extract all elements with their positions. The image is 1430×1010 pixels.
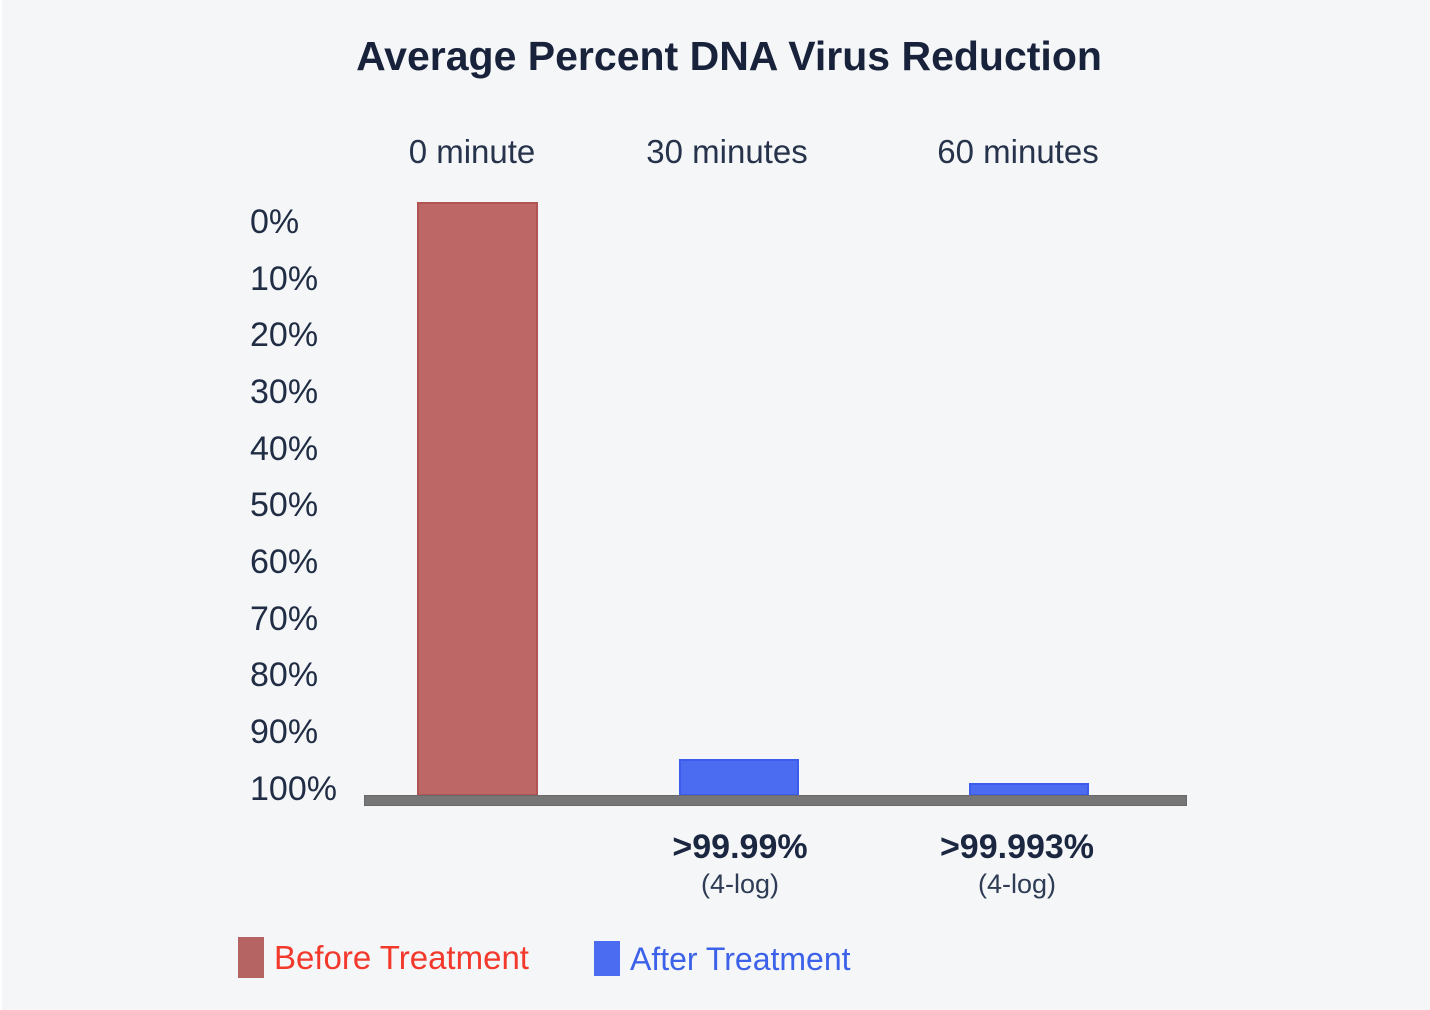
reduction-value-30-minutes: >99.99% <box>672 828 808 866</box>
legend-swatch-after-treatment <box>594 941 620 976</box>
y-axis-tick-50: 50% <box>250 486 319 524</box>
log-reduction-label-60-minutes: (4-log) <box>977 869 1057 899</box>
legend-label-after-treatment: After Treatment <box>630 941 851 977</box>
y-axis-tick-0: 0% <box>250 203 300 241</box>
y-axis-tick-40: 40% <box>250 430 319 468</box>
y-axis-tick-100: 100% <box>250 770 337 808</box>
bar-after-treatment-30-minutes <box>679 759 799 796</box>
log-reduction-label-30-minutes: (4-log) <box>700 869 780 899</box>
y-axis-tick-80: 80% <box>250 656 319 694</box>
y-axis-tick-10: 10% <box>250 260 319 298</box>
column-header-30-minutes: 30 minutes <box>646 133 808 170</box>
bar-label-group-30-minutes: >99.99% (4-log) <box>672 827 807 901</box>
x-axis-line <box>364 795 1187 806</box>
bar-label-group-60-minutes: >99.993% (4-log) <box>940 827 1094 901</box>
column-header-0-minute: 0 minute <box>408 133 536 170</box>
legend-label-before-treatment: Before Treatment <box>274 939 529 976</box>
y-axis-tick-30: 30% <box>250 373 319 411</box>
reduction-value-60-minutes: >99.993% <box>939 828 1095 866</box>
y-axis-tick-20: 20% <box>250 316 319 354</box>
y-axis-tick-70: 70% <box>250 600 319 638</box>
bar-before-treatment-0-minute <box>417 202 538 796</box>
y-axis-tick-90: 90% <box>250 713 319 751</box>
column-header-60-minutes: 60 minutes <box>937 133 1099 170</box>
y-axis-tick-60: 60% <box>250 543 319 581</box>
chart-title: Average Percent DNA Virus Reduction <box>356 33 1102 79</box>
legend-swatch-before-treatment <box>238 937 264 978</box>
